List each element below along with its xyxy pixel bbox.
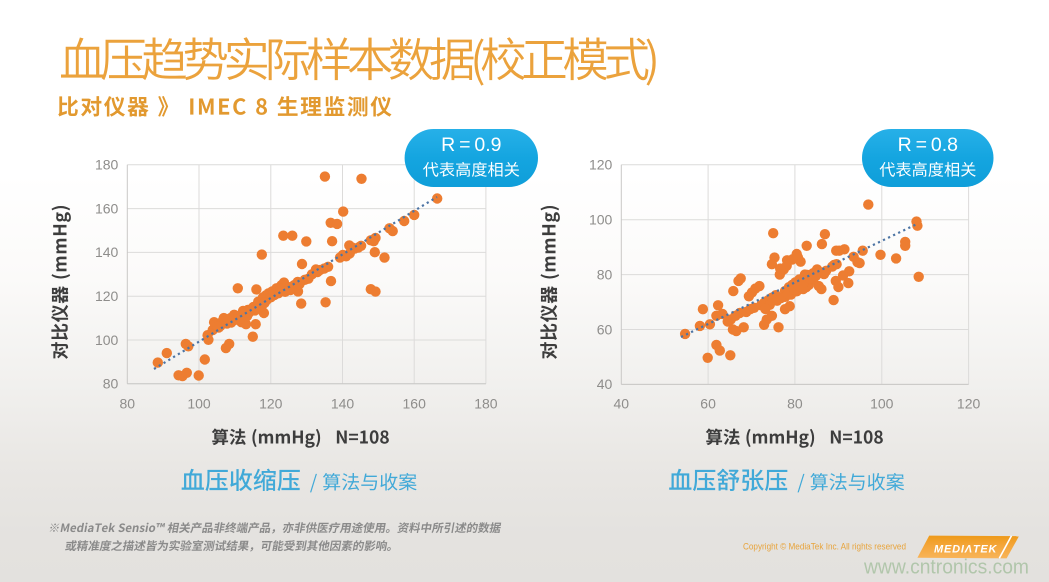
svg-text:180: 180: [95, 157, 119, 173]
svg-text:R = 0.8: R = 0.8: [898, 134, 958, 156]
svg-text:160: 160: [403, 396, 427, 412]
svg-text:60: 60: [597, 321, 613, 337]
svg-text:120: 120: [95, 288, 119, 304]
svg-text:40: 40: [614, 396, 630, 412]
svg-text:80: 80: [103, 376, 119, 392]
svg-text:100: 100: [589, 212, 613, 228]
svg-text:100: 100: [870, 396, 894, 412]
svg-text:MEDIΛTEK: MEDIΛTEK: [934, 544, 997, 556]
svg-text:160: 160: [95, 200, 119, 216]
svg-text:www.cntronics.com: www.cntronics.com: [863, 556, 1029, 579]
svg-text:100: 100: [187, 396, 211, 412]
svg-text:180: 180: [474, 396, 498, 412]
svg-text:80: 80: [787, 396, 803, 412]
svg-text:60: 60: [700, 396, 716, 412]
svg-text:40: 40: [597, 376, 613, 392]
svg-text:80: 80: [120, 396, 136, 412]
svg-text:140: 140: [331, 396, 355, 412]
svg-text:120: 120: [957, 396, 981, 412]
svg-text:120: 120: [589, 157, 613, 173]
svg-text:R = 0.9: R = 0.9: [441, 134, 501, 156]
svg-text:140: 140: [95, 244, 119, 260]
svg-text:100: 100: [95, 332, 119, 348]
svg-text:80: 80: [597, 266, 613, 282]
svg-text:120: 120: [259, 396, 283, 412]
svg-text:Copyright © MediaTek Inc. All: Copyright © MediaTek Inc. All rights res…: [743, 542, 906, 552]
